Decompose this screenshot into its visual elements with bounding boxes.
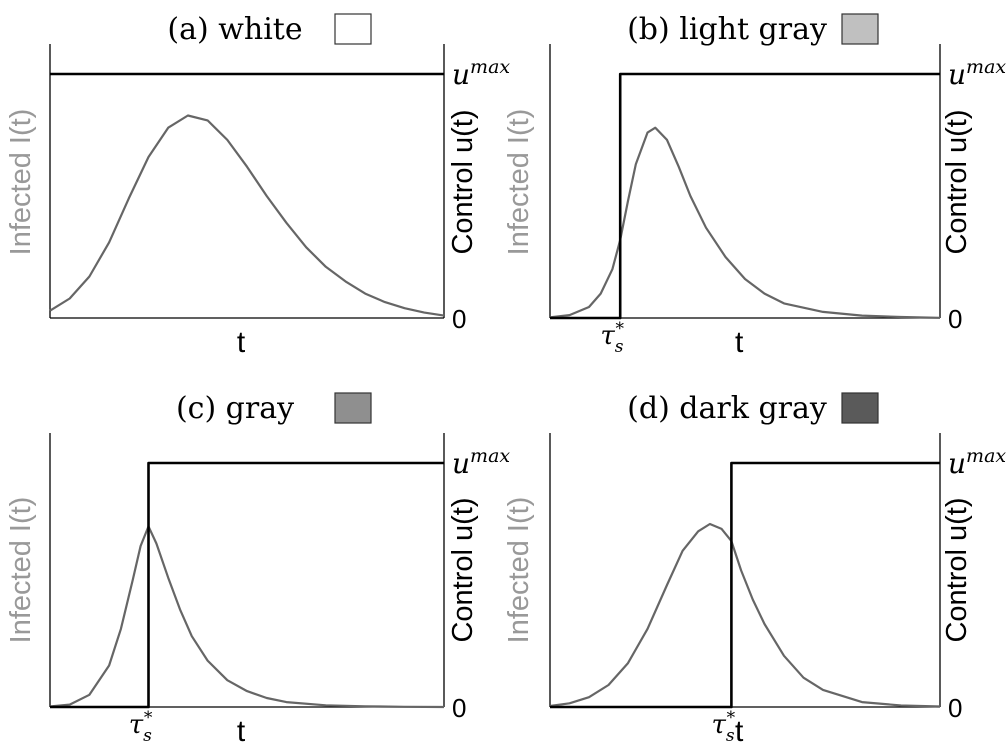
x-axis-label: t — [237, 326, 246, 359]
x-axis-label: t — [735, 326, 744, 359]
panel-title: (d) dark gray — [627, 391, 827, 426]
x-axis-label: t — [237, 715, 246, 747]
right-axis-label: Control u(t) — [941, 109, 973, 254]
panel-d: (d) dark gray Infected I(t) Control u(t) um… — [503, 391, 1006, 747]
infected-curve — [49, 525, 445, 709]
x-axis-label: t — [735, 715, 744, 747]
left-axis-label: Infected I(t) — [503, 109, 535, 256]
panel-a: (a) white Infected I(t) Control u(t) umax 0 t — [5, 12, 510, 359]
panel-b: (b) light gray Infected I(t) Control u(t) u… — [503, 12, 1006, 359]
left-axis-label: Infected I(t) — [5, 109, 37, 256]
switch-time-label: τs* — [129, 708, 153, 746]
panel-title: (c) gray — [176, 391, 294, 426]
tick-label-umax: umax — [948, 445, 1006, 480]
switch-time-label: τs* — [600, 319, 624, 357]
control-line — [550, 72, 940, 320]
switch-time-label: τs* — [712, 708, 736, 746]
color-swatch — [841, 13, 879, 45]
infected-curve — [549, 126, 941, 319]
left-axis-label: Infected I(t) — [5, 497, 37, 644]
right-axis-label: Control u(t) — [447, 109, 479, 254]
panel-title: (a) white — [167, 12, 302, 47]
color-swatch — [334, 392, 372, 424]
tick-label-umax: umax — [948, 56, 1006, 91]
panel-title: (b) light gray — [627, 12, 827, 47]
infected-curve — [49, 114, 445, 317]
right-axis-label: Control u(t) — [447, 497, 479, 642]
tick-label-umax: umax — [452, 445, 510, 480]
color-swatch — [334, 13, 372, 45]
control-line — [550, 461, 940, 709]
panel-c: (c) gray Infected I(t) Control u(t) umax 0 t τ… — [5, 391, 510, 747]
control-line — [50, 461, 444, 709]
left-axis-label: Infected I(t) — [503, 497, 535, 644]
tick-label-zero: 0 — [452, 693, 466, 723]
infected-curve — [549, 522, 941, 708]
tick-label-umax: umax — [452, 56, 510, 91]
right-axis-label: Control u(t) — [941, 497, 973, 642]
color-swatch — [841, 392, 879, 424]
tick-label-zero: 0 — [948, 693, 962, 723]
tick-label-zero: 0 — [452, 304, 466, 334]
tick-label-zero: 0 — [948, 304, 962, 334]
